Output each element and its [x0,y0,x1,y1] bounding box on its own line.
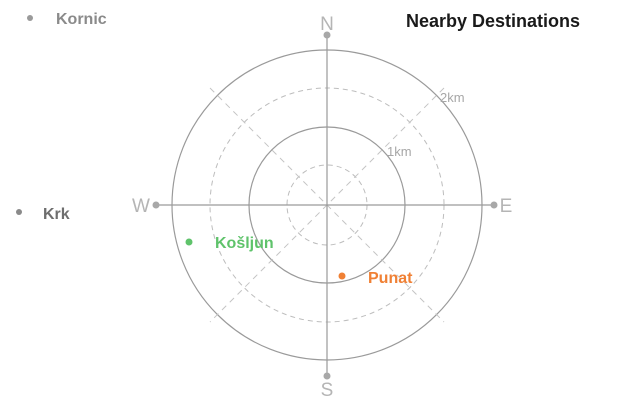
west-dot [152,201,160,209]
page-title: Nearby Destinations [406,11,581,31]
ring-label-1km: 1km [387,144,412,159]
destination-label-punat: Punat [368,270,413,287]
destination-dot [185,238,193,246]
place-dot [16,209,22,215]
cardinal-west: W [132,196,150,217]
cardinal-south: S [321,380,334,397]
north-dot [323,31,331,39]
place-label-kornic: Kornic [56,11,107,28]
place-krk[interactable]: Krk [16,206,70,223]
cardinal-east: E [500,196,513,217]
destination-kosljun[interactable]: Košljun [185,235,274,252]
cardinal-north: N [320,14,334,35]
destination-label-kosljun: Košljun [215,235,274,252]
ring-label-2km: 2km [440,90,465,105]
place-kornic[interactable]: Kornic [27,11,107,28]
east-dot [490,201,498,209]
destination-punat[interactable]: Punat [338,270,414,287]
place-dot [27,15,33,21]
south-dot [323,372,331,380]
place-label-krk: Krk [43,206,70,223]
destination-dot [338,272,346,280]
